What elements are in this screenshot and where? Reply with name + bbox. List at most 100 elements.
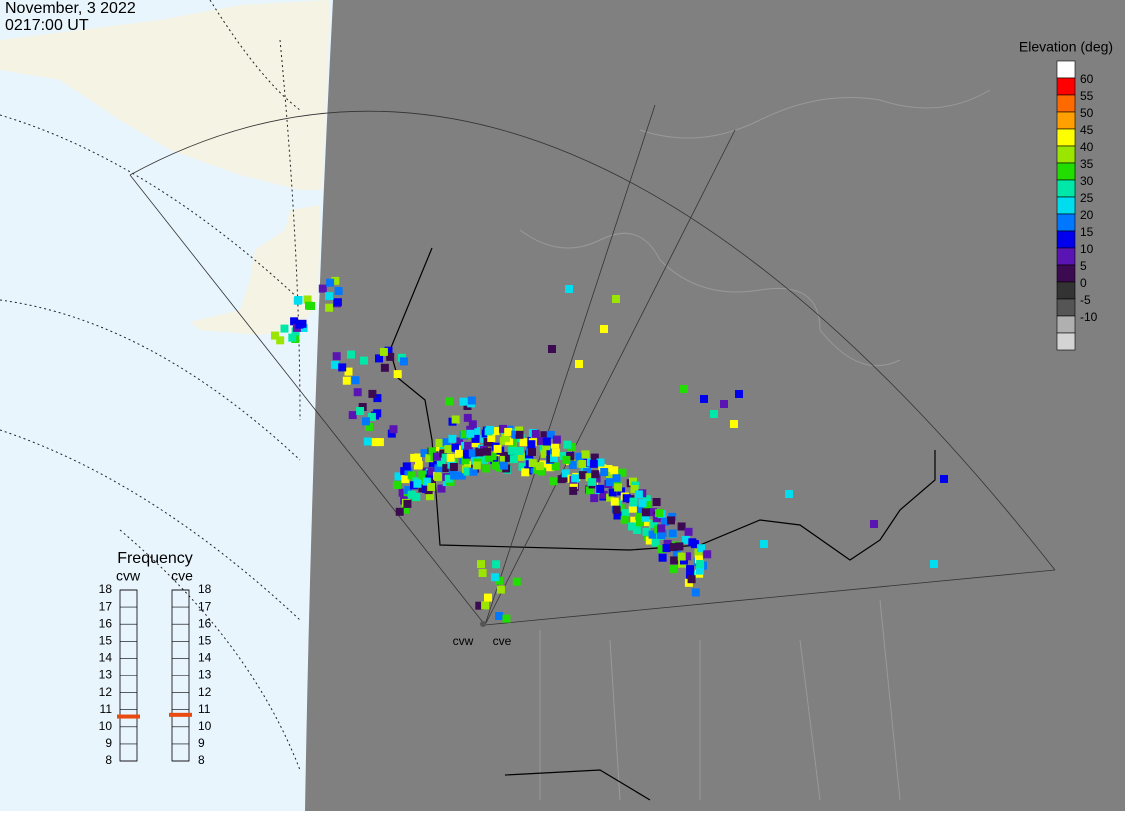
- legend-title: Elevation (deg): [1019, 39, 1113, 55]
- echo-cell: [585, 473, 594, 482]
- echo-cell: [280, 324, 289, 333]
- echo-cell: [588, 477, 597, 486]
- frequency-tick-label: 9: [198, 736, 205, 750]
- echo-cell: [540, 449, 549, 458]
- echo-cell: [687, 575, 696, 584]
- echo-cell: [502, 614, 511, 623]
- alaska-peninsula: [190, 205, 320, 335]
- echo-cell: [669, 565, 678, 574]
- echo-cell: [271, 331, 279, 340]
- echo-cell: [459, 397, 468, 406]
- echo-cell: [492, 560, 501, 569]
- echo-cell: [560, 474, 569, 483]
- echo-cell: [670, 556, 679, 565]
- radar-name: cve: [171, 568, 193, 584]
- echo-cell: [606, 471, 615, 480]
- echo-cell: [561, 469, 570, 478]
- echo-cell: [583, 468, 591, 477]
- colorbar-label: 50: [1080, 106, 1094, 120]
- echo-cell: [645, 536, 654, 545]
- echo-cell: [535, 462, 544, 471]
- echo-cell: [331, 276, 340, 285]
- echo-cell: [667, 516, 675, 525]
- echo-cell: [680, 385, 688, 393]
- echo-cell: [568, 460, 577, 469]
- echo-cell: [596, 484, 605, 493]
- echo-cell: [675, 542, 684, 551]
- echo-cell: [432, 452, 441, 461]
- echo-cell: [620, 515, 629, 524]
- echo-cell: [491, 461, 500, 470]
- echo-cell: [439, 449, 448, 458]
- colorbar-label: 55: [1080, 89, 1094, 103]
- echo-cell: [578, 471, 587, 480]
- echo-cell: [658, 553, 667, 562]
- colorbar-label: 60: [1080, 72, 1094, 86]
- echo-cell: [437, 484, 446, 493]
- frequency-tick-label: 18: [198, 582, 212, 596]
- echo-cell: [455, 449, 463, 458]
- echo-cell: [342, 376, 351, 385]
- echo-cell: [581, 450, 590, 459]
- echo-cell: [398, 488, 407, 497]
- echo-cell: [509, 455, 518, 464]
- echo-cell: [375, 438, 384, 447]
- echo-cell: [551, 462, 560, 471]
- echo-cell: [632, 526, 641, 534]
- echo-cell: [380, 363, 389, 372]
- echo-cell: [475, 601, 484, 610]
- echo-cell: [404, 486, 413, 494]
- echo-cell: [642, 527, 651, 536]
- echo-cell: [515, 430, 524, 439]
- colorbar-label: 45: [1080, 123, 1094, 137]
- echo-cell: [641, 518, 650, 527]
- echo-cell: [468, 420, 477, 429]
- echo-cell: [515, 447, 524, 455]
- echo-cell: [295, 320, 304, 329]
- echo-cell: [455, 437, 464, 446]
- echo-cell: [468, 449, 477, 458]
- frequency-tick-label: 16: [198, 616, 212, 630]
- echo-cell: [657, 531, 665, 540]
- echo-cell: [464, 441, 473, 450]
- echo-cell: [334, 287, 343, 295]
- echo-cell: [730, 420, 738, 428]
- echo-cell: [648, 530, 657, 539]
- lon-line: [209, 0, 301, 111]
- echo-cell: [457, 471, 466, 480]
- echo-cell: [517, 452, 526, 461]
- echo-cell: [379, 347, 388, 356]
- echo-cell: [540, 431, 549, 440]
- echo-cell: [444, 445, 453, 454]
- colorbar-box: [1056, 315, 1076, 334]
- echo-cell: [461, 456, 470, 465]
- echo-cell: [418, 470, 427, 479]
- frequency-tick-label: 17: [99, 599, 113, 613]
- echo-cell: [590, 453, 599, 462]
- echo-cell: [347, 350, 355, 359]
- echo-cell: [591, 470, 600, 479]
- echo-cell: [612, 505, 621, 514]
- colorbar-box: [1056, 332, 1076, 351]
- frequency-tick-label: 10: [99, 719, 113, 733]
- echo-cell: [551, 443, 560, 452]
- echo-cell: [332, 352, 341, 361]
- echo-cell: [434, 473, 443, 482]
- coastlines: [519, 89, 991, 801]
- echo-cell: [305, 301, 313, 310]
- echo-cell: [519, 438, 528, 447]
- echo-cell: [668, 529, 677, 538]
- echo-cell: [402, 462, 411, 471]
- echo-cell: [401, 475, 410, 484]
- echo-cell: [612, 295, 620, 303]
- date: November, 3 2022: [5, 0, 136, 17]
- echo-cell: [463, 413, 472, 422]
- echo-cell: [487, 434, 496, 442]
- frequency-tick-label: 14: [198, 651, 212, 665]
- echo-cell: [642, 495, 651, 504]
- echo-cell: [608, 488, 617, 497]
- colorbar-box: [1056, 213, 1076, 232]
- colorbar-box: [1056, 179, 1076, 198]
- echo-cell: [612, 474, 621, 483]
